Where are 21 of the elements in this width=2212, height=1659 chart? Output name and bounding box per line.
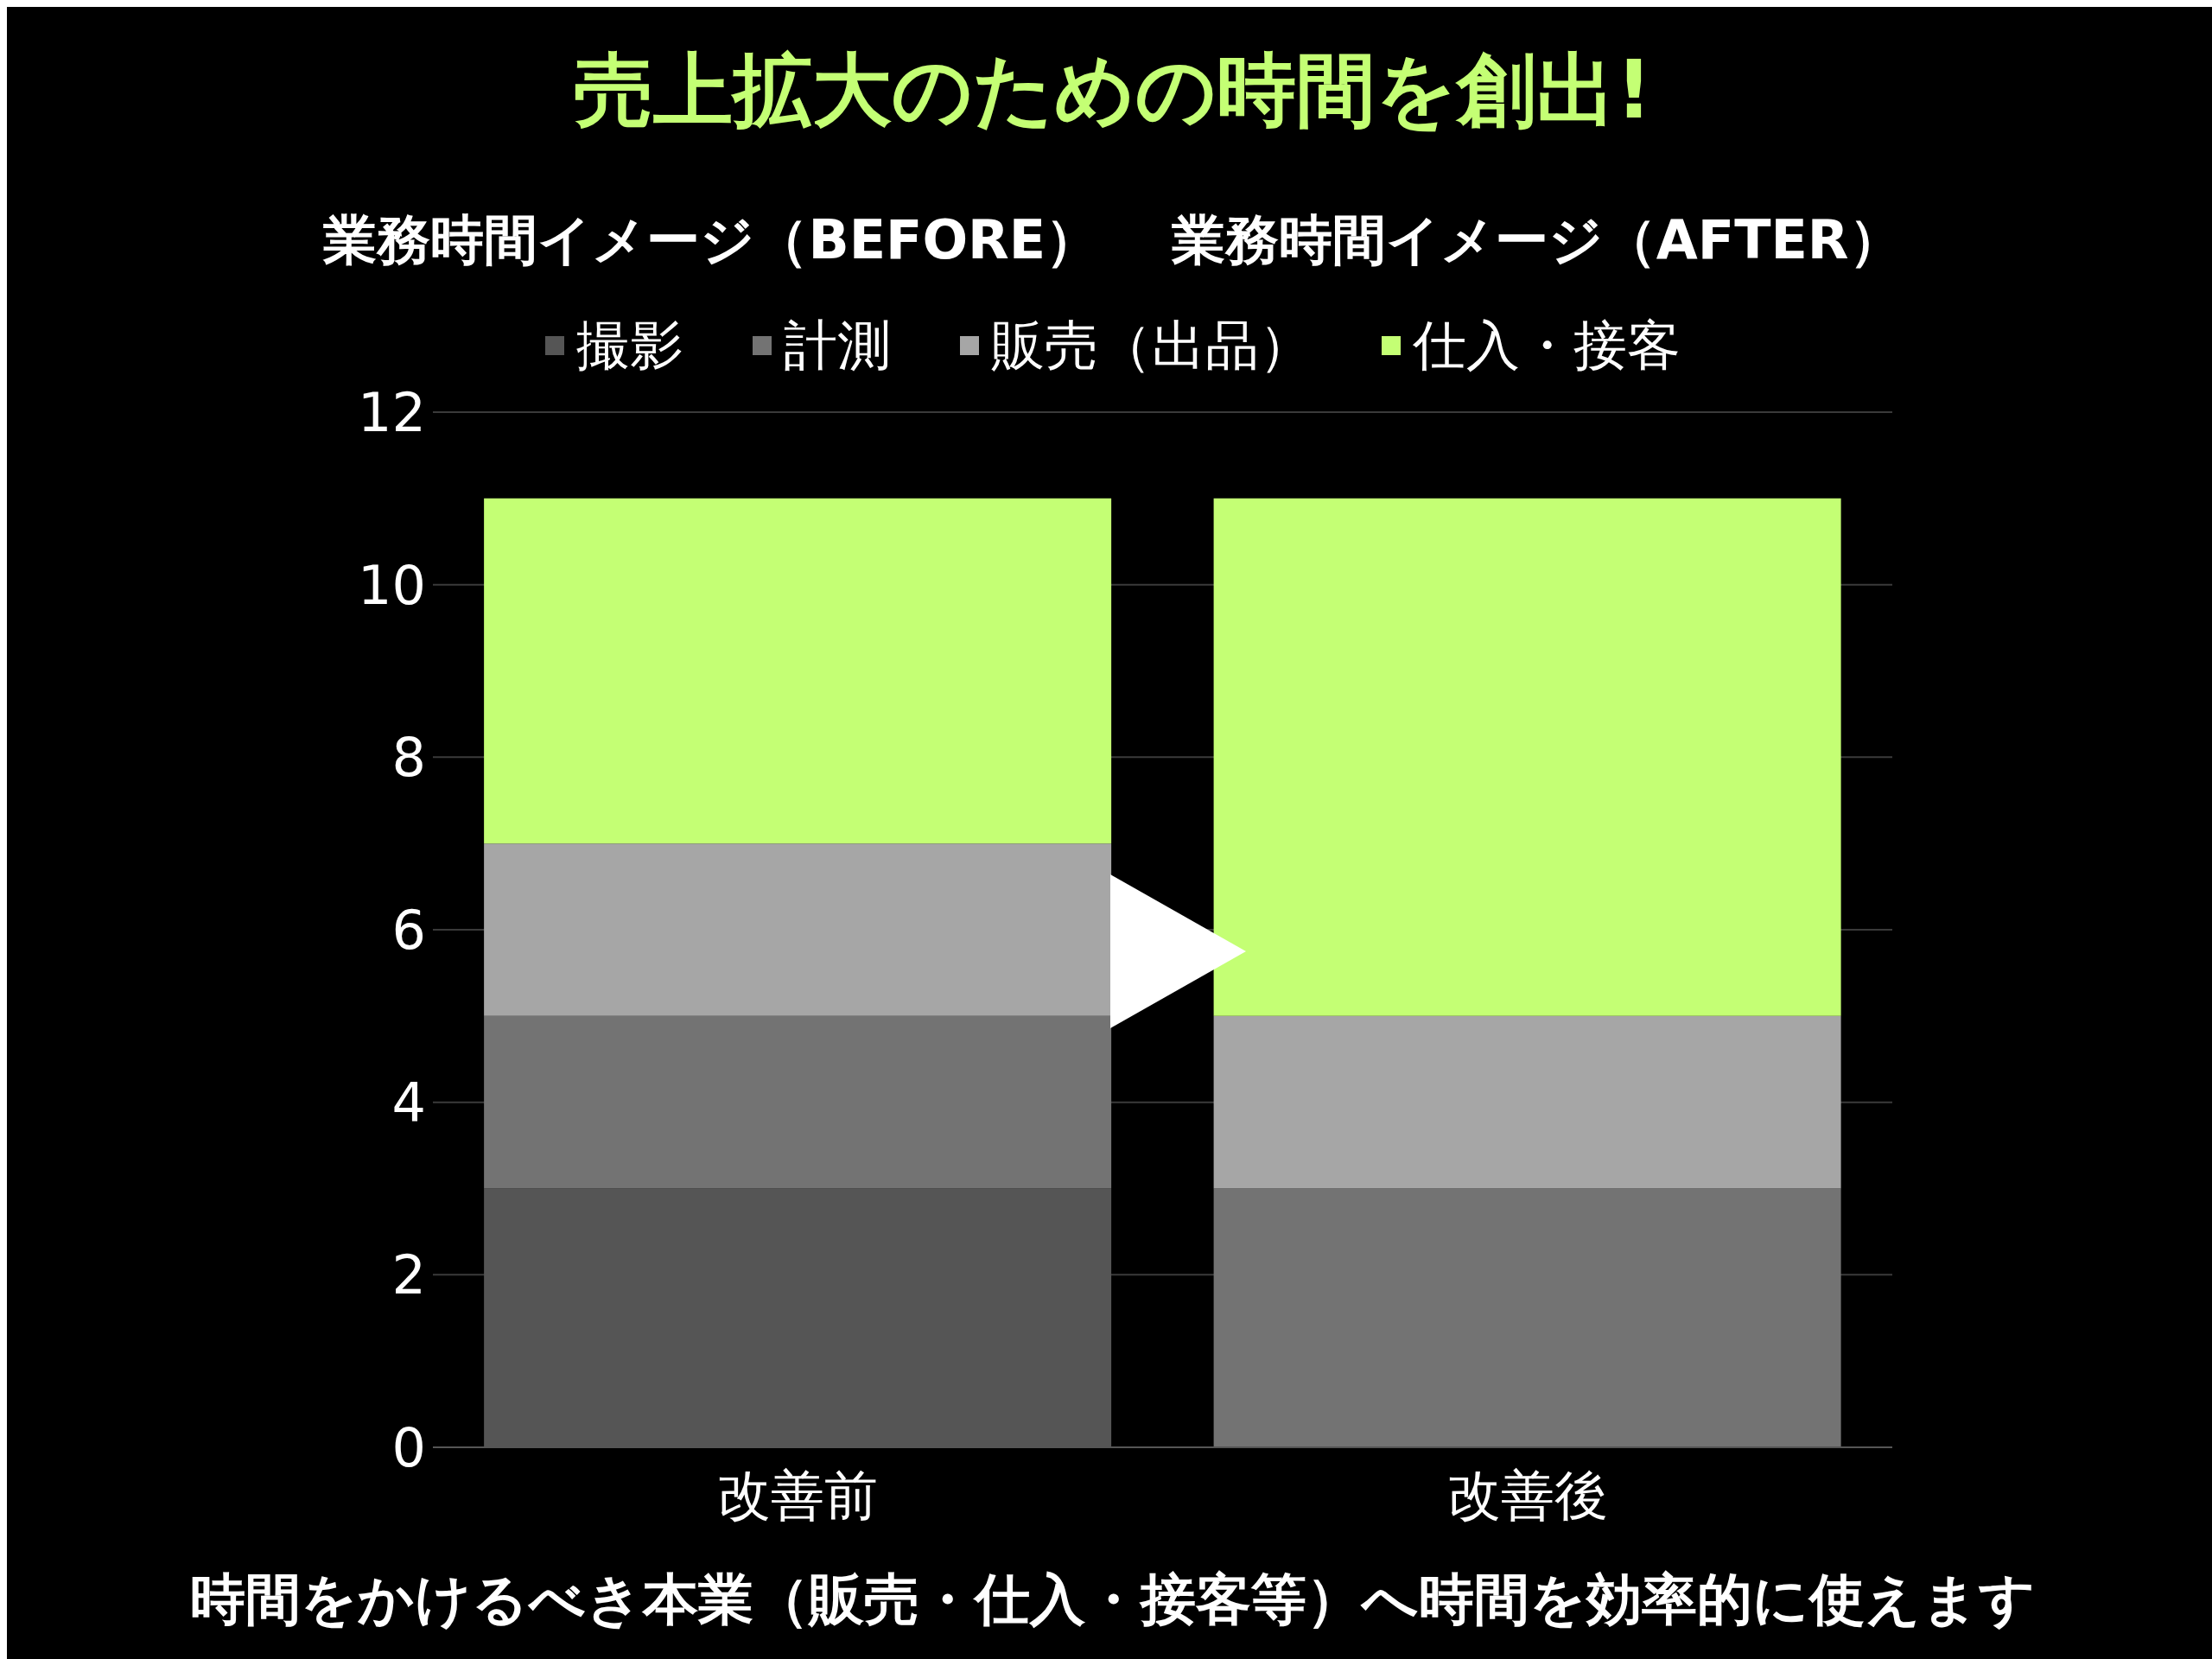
bar bbox=[1213, 498, 1841, 1016]
bar bbox=[484, 498, 1112, 844]
bar bbox=[1213, 1188, 1841, 1447]
y-tick-label: 6 bbox=[391, 899, 426, 963]
legend-label: 計測 bbox=[783, 313, 891, 378]
chart-title: 売上拡大のための時間を創出! bbox=[573, 43, 1653, 138]
x-tick-label: 改善後 bbox=[1446, 1464, 1608, 1528]
y-tick-label: 2 bbox=[391, 1243, 426, 1307]
y-tick-label: 10 bbox=[358, 553, 426, 617]
y-tick-label: 8 bbox=[391, 726, 426, 790]
y-tick-label: 0 bbox=[391, 1416, 426, 1480]
chart-subtitle: 業務時間イメージ（BEFORE） 業務時間イメージ（AFTER） bbox=[322, 207, 1904, 273]
text: 時間をかけるべき本業（販売・仕入・接客等）へ時間を効率的に使えます bbox=[189, 1567, 2037, 1633]
bar bbox=[1213, 1015, 1841, 1189]
legend-label: 仕入・接客 bbox=[1412, 313, 1681, 378]
y-tick-label: 12 bbox=[358, 381, 426, 445]
y-tick-label: 4 bbox=[391, 1071, 426, 1135]
legend-label: 撮影 bbox=[575, 313, 683, 378]
legend-label: 販売（出品） bbox=[990, 313, 1313, 378]
bar bbox=[484, 1015, 1112, 1189]
x-tick-label: 改善前 bbox=[717, 1464, 879, 1528]
